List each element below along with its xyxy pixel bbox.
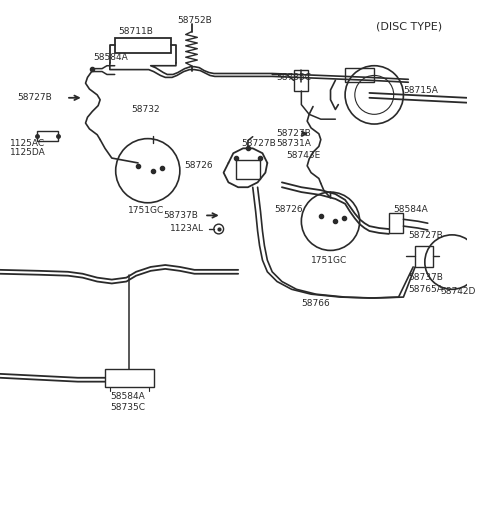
Text: 1751GC: 1751GC	[128, 206, 165, 215]
Bar	[37, 131, 59, 140]
Text: 58726: 58726	[185, 161, 213, 170]
Text: 58715A: 58715A	[403, 85, 438, 94]
Text: 1125DA: 1125DA	[10, 148, 46, 157]
Text: 58752B: 58752B	[177, 15, 212, 24]
Text: 58727B: 58727B	[276, 129, 311, 138]
Text: 1751GC: 1751GC	[311, 255, 348, 264]
Text: 58737B: 58737B	[163, 211, 198, 220]
Bar	[105, 369, 154, 386]
Text: 1123AL: 1123AL	[170, 224, 204, 233]
Text: (DISC TYPE): (DISC TYPE)	[376, 22, 442, 32]
Text: 58735C: 58735C	[276, 73, 311, 82]
Text: 58726: 58726	[275, 205, 303, 214]
Text: 58711B: 58711B	[119, 27, 154, 36]
Bar	[236, 160, 260, 180]
Text: 58727B: 58727B	[17, 93, 52, 102]
Bar	[345, 68, 374, 82]
Bar	[115, 38, 171, 53]
Text: 58584A: 58584A	[394, 205, 429, 214]
Text: 58584A: 58584A	[110, 392, 144, 401]
Text: 58735C: 58735C	[110, 403, 145, 412]
Text: 58731A: 58731A	[276, 139, 311, 148]
Text: 58727B: 58727B	[241, 139, 276, 148]
Text: 58742D: 58742D	[440, 287, 476, 296]
Text: 58584A: 58584A	[93, 54, 128, 63]
Text: 1125AC: 1125AC	[10, 139, 45, 148]
Text: 58737B: 58737B	[408, 273, 443, 282]
Text: 58727B: 58727B	[408, 231, 443, 240]
Text: 58766: 58766	[301, 299, 330, 308]
Text: 58743E: 58743E	[287, 151, 321, 160]
Text: 58765A: 58765A	[408, 285, 443, 294]
Text: 58732: 58732	[131, 105, 160, 114]
Bar	[415, 245, 432, 267]
Bar	[389, 214, 403, 233]
Bar	[294, 69, 308, 91]
